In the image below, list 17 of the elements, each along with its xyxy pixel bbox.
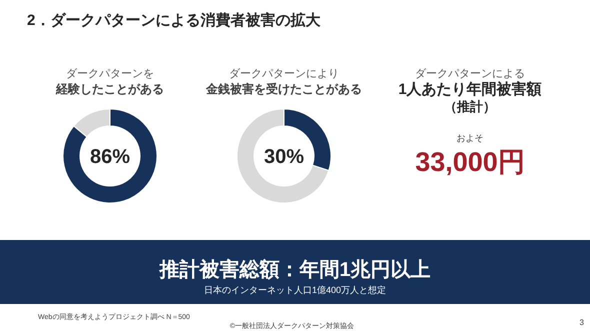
text: 33,000円 — [415, 147, 525, 177]
text: 3 — [580, 318, 585, 327]
chart-subtitle: 経験したことがある — [55, 82, 164, 96]
text: 2．ダークパターンによる消費者被害の拡大 — [27, 11, 322, 29]
chart-subtitle: 金銭被害を受けたことがある — [205, 82, 362, 96]
text: （推計） — [444, 99, 496, 114]
donut-slice — [236, 108, 330, 204]
text: 86% — [90, 146, 130, 168]
text: およそ — [456, 133, 484, 143]
text: 1人あたり年間被害額 — [398, 80, 542, 98]
text: 推計被害総額：年間1兆円以上 — [158, 258, 431, 281]
chart-title: ダークパターンにより — [229, 68, 339, 80]
text: ダークパターンによる — [415, 68, 525, 80]
text: 30% — [264, 146, 304, 168]
chart-title: ダークパターンを — [66, 68, 154, 80]
donut-slice — [62, 108, 158, 204]
text: 日本のインターネット人口1億400万人と想定 — [204, 285, 386, 295]
